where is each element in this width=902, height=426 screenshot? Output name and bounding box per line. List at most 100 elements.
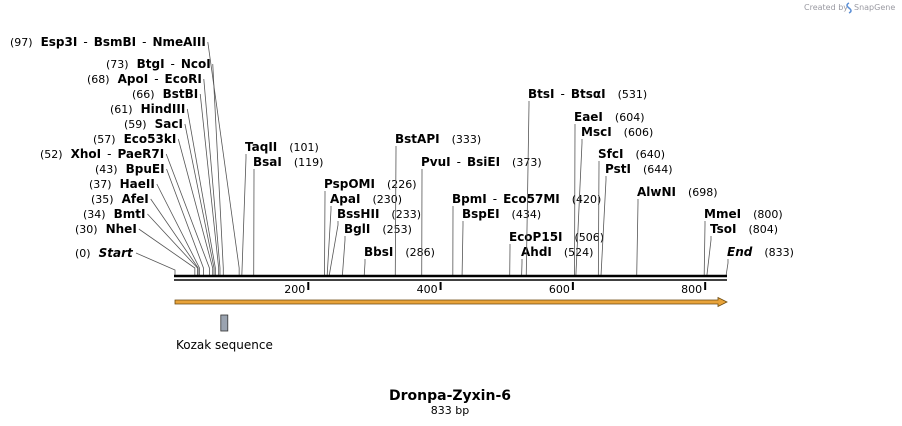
site-leader-line: [461, 221, 464, 277]
site-label[interactable]: PspOMI (226): [324, 177, 417, 191]
site-eaei[interactable]: EaeI (604): [574, 110, 645, 124]
site-leader-line: [328, 221, 339, 277]
site-apai[interactable]: ApaI (230): [330, 192, 402, 206]
site-label[interactable]: (66) BstBI: [132, 87, 198, 101]
site-leader-line: [150, 198, 199, 276]
orf-arrow[interactable]: [174, 296, 728, 308]
site-pvui[interactable]: PvuI - BsiEI (373): [421, 155, 542, 169]
site-label[interactable]: PstI (644): [605, 162, 673, 176]
site-bmti[interactable]: (34) BmtI: [83, 207, 145, 221]
site-label[interactable]: (30) NheI: [75, 222, 137, 236]
site-label[interactable]: (52) XhoI - PaeR7I: [40, 147, 164, 161]
site-label[interactable]: MmeI (800): [704, 207, 783, 221]
map-title: Dronpa-Zyxin-6: [389, 388, 511, 404]
site-label[interactable]: (68) ApoI - EcoRI: [87, 72, 202, 86]
site-ahdi[interactable]: AhdI (524): [521, 245, 593, 259]
site-nhei[interactable]: (30) NheI: [75, 222, 137, 236]
site-label[interactable]: BsaI (119): [253, 155, 323, 169]
site-leader-line: [166, 168, 204, 276]
site-apoi[interactable]: (68) ApoI - EcoRI: [87, 72, 202, 86]
restriction-sites: (0) Start (30) NheI(34) BmtI(35) AfeI(37) HaeI…: [10, 35, 794, 277]
site-label[interactable]: (0) Start: [75, 246, 134, 260]
site-label[interactable]: BspEI (434): [462, 207, 541, 221]
site-bpuei[interactable]: (43) BpuEI: [95, 162, 165, 176]
site-leader-line: [207, 41, 240, 276]
site-bbsi[interactable]: BbsI (286): [364, 245, 435, 259]
site-leader-line: [241, 154, 247, 277]
site-label[interactable]: ApaI (230): [330, 192, 402, 206]
site-bstapi[interactable]: BstAPI (333): [395, 132, 481, 146]
site-label[interactable]: BbsI (286): [364, 245, 435, 259]
site-bstbi[interactable]: (66) BstBI: [132, 87, 198, 101]
site-leader-line: [326, 206, 332, 277]
site-label[interactable]: (37) HaeII: [89, 177, 155, 191]
site-label[interactable]: AlwNI (698): [637, 185, 718, 199]
site-leader-line: [597, 161, 600, 277]
site-leader-line: [575, 139, 583, 277]
site-leader-line: [147, 213, 198, 276]
site-label[interactable]: BstAPI (333): [395, 132, 481, 146]
site-label[interactable]: (59) SacI: [124, 117, 183, 131]
kozak-feature-label: Kozak sequence: [176, 338, 273, 352]
site-bspei[interactable]: BspEI (434): [462, 207, 541, 221]
site-btgi[interactable]: (73) BtgI - NcoI: [106, 57, 211, 71]
site-label[interactable]: End (833): [727, 245, 794, 259]
site-leader-line: [525, 101, 530, 277]
site-hindiii[interactable]: (61) HindIII: [110, 102, 185, 116]
site-start[interactable]: (0) Start: [75, 246, 134, 260]
site-label[interactable]: EcoP15I (506): [509, 230, 604, 244]
site-leader-line: [212, 63, 224, 276]
site-label[interactable]: BssHII (233): [337, 207, 421, 221]
site-label[interactable]: TaqII (101): [245, 140, 319, 154]
site-esp3i[interactable]: (97) Esp3I - BsmBI - NmeAIII: [10, 35, 206, 49]
site-psti[interactable]: PstI (644): [605, 162, 673, 176]
credit-text: Created by: [804, 3, 848, 12]
tick-label: 400: [417, 283, 438, 296]
site-bsshii[interactable]: BssHII (233): [337, 207, 421, 221]
site-label[interactable]: (57) Eco53kI: [93, 132, 176, 146]
tick-label: 200: [284, 283, 305, 296]
site-label[interactable]: (61) HindIII: [110, 102, 185, 116]
site-label[interactable]: SfcI (640): [598, 147, 665, 161]
site-bsai[interactable]: BsaI (119): [253, 155, 323, 169]
site-label[interactable]: TsoI (804): [710, 222, 778, 236]
site-taqii[interactable]: TaqII (101): [245, 140, 319, 154]
site-label[interactable]: (97) Esp3I - BsmBI - NmeAIII: [10, 35, 206, 49]
site-label[interactable]: (35) AfeI: [91, 192, 149, 206]
site-label[interactable]: (34) BmtI: [83, 207, 145, 221]
site-label[interactable]: (73) BtgI - NcoI: [106, 57, 211, 71]
site-alwni[interactable]: AlwNI (698): [637, 185, 718, 199]
site-saci[interactable]: (59) SacI: [124, 117, 183, 131]
site-leader-line: [203, 78, 221, 276]
site-bgli[interactable]: BglI (253): [344, 222, 412, 236]
site-label[interactable]: EaeI (604): [574, 110, 645, 124]
orf-arrow-shape[interactable]: [174, 296, 728, 308]
site-sfci[interactable]: SfcI (640): [598, 147, 665, 161]
site-leader-line: [324, 191, 326, 277]
site-label[interactable]: BglI (253): [344, 222, 412, 236]
site-leader-line: [703, 221, 706, 277]
site-msci[interactable]: MscI (606): [581, 125, 653, 139]
site-eco53ki[interactable]: (57) Eco53kI: [93, 132, 176, 146]
site-label[interactable]: PvuI - BsiEI (373): [421, 155, 542, 169]
site-leader-line: [156, 183, 200, 276]
site-label[interactable]: MscI (606): [581, 125, 653, 139]
kozak-feature-box[interactable]: [220, 314, 229, 332]
snapgene-icon: [846, 2, 852, 14]
site-ecop15i[interactable]: EcoP15I (506): [509, 230, 604, 244]
site-pspomi[interactable]: PspOMI (226): [324, 177, 417, 191]
sequence-backbone: [174, 274, 727, 281]
site-end[interactable]: End (833): [727, 245, 794, 259]
site-haeii[interactable]: (37) HaeII: [89, 177, 155, 191]
site-afei[interactable]: (35) AfeI: [91, 192, 149, 206]
site-label[interactable]: AhdI (524): [521, 245, 593, 259]
site-btsi[interactable]: BtsI - BtsαI (531): [528, 87, 647, 101]
site-tsoi[interactable]: TsoI (804): [710, 222, 778, 236]
site-label[interactable]: BtsI - BtsαI (531): [528, 87, 647, 101]
site-mmei[interactable]: MmeI (800): [704, 207, 783, 221]
tick-label: 600: [549, 283, 570, 296]
site-label[interactable]: (43) BpuEI: [95, 162, 165, 176]
snapgene-logo: [846, 2, 852, 14]
site-xhoi[interactable]: (52) XhoI - PaeR7I: [40, 147, 164, 161]
